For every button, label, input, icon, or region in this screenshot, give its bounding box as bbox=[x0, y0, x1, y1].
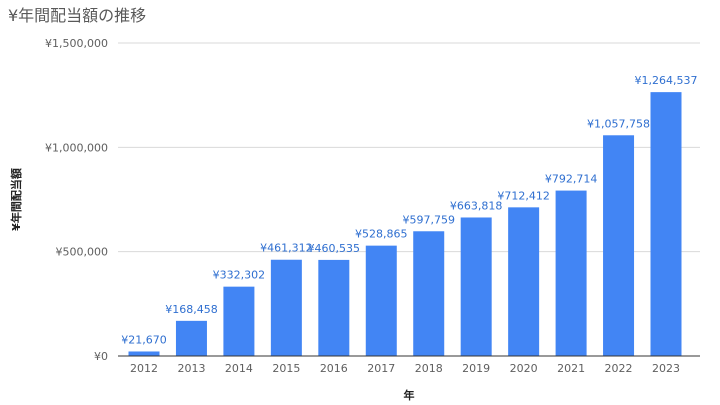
bar-data-label: ¥1,057,758 bbox=[587, 117, 650, 130]
x-tick-label: 2015 bbox=[272, 362, 300, 375]
gridlines bbox=[118, 42, 700, 253]
bar-data-label: ¥597,759 bbox=[402, 213, 455, 226]
x-tick-label: 2018 bbox=[415, 362, 443, 375]
bar-data-label: ¥528,865 bbox=[355, 228, 408, 241]
data-labels: ¥21,670¥168,458¥332,302¥461,312¥460,535¥… bbox=[121, 74, 697, 346]
y-tick-label: ¥500,000 bbox=[56, 246, 109, 259]
y-axis-ticks: ¥0 ¥500,000 ¥1,000,000 ¥1,500,000 bbox=[45, 37, 108, 363]
bar-data-label: ¥460,535 bbox=[308, 242, 361, 255]
x-tick-label: 2019 bbox=[462, 362, 490, 375]
bar bbox=[413, 231, 445, 356]
x-tick-label: 2014 bbox=[225, 362, 253, 375]
bar bbox=[650, 92, 682, 357]
x-tick-label: 2021 bbox=[557, 362, 585, 375]
bar-data-label: ¥663,818 bbox=[450, 199, 503, 212]
y-tick-label: ¥1,500,000 bbox=[45, 37, 108, 50]
bar bbox=[555, 190, 587, 356]
bar-data-label: ¥461,312 bbox=[260, 242, 313, 255]
bar-data-label: ¥712,412 bbox=[497, 189, 550, 202]
bar bbox=[508, 207, 540, 356]
bar-data-label: ¥168,458 bbox=[165, 303, 218, 316]
x-tick-label: 2016 bbox=[320, 362, 348, 375]
x-tick-label: 2022 bbox=[605, 362, 633, 375]
x-tick-label: 2013 bbox=[177, 362, 205, 375]
x-tick-label: 2023 bbox=[652, 362, 680, 375]
bar bbox=[128, 351, 160, 356]
y-tick-label: ¥0 bbox=[94, 350, 108, 363]
bar bbox=[603, 135, 635, 356]
x-axis-title: 年 bbox=[404, 388, 415, 402]
chart-title: ¥年間配当額の推移 bbox=[8, 6, 146, 25]
y-axis-title: ¥年間配当額 bbox=[9, 168, 23, 231]
bar-data-label: ¥332,302 bbox=[213, 269, 266, 282]
bar-data-label: ¥1,264,537 bbox=[635, 74, 698, 87]
bar bbox=[175, 320, 207, 356]
bar bbox=[223, 286, 255, 356]
bar bbox=[460, 217, 492, 356]
bar-data-label: ¥792,714 bbox=[545, 173, 598, 186]
x-axis-ticks: 2012 2013 2014 2015 2016 2017 2018 2019 2020 2021… bbox=[130, 362, 680, 375]
bar-data-label: ¥21,670 bbox=[121, 333, 167, 346]
bar bbox=[365, 245, 397, 356]
bar bbox=[318, 259, 350, 356]
x-tick-label: 2020 bbox=[510, 362, 538, 375]
y-tick-label: ¥1,000,000 bbox=[45, 141, 108, 154]
bars bbox=[128, 92, 682, 357]
bar bbox=[270, 259, 302, 356]
x-tick-label: 2012 bbox=[130, 362, 158, 375]
x-tick-label: 2017 bbox=[367, 362, 395, 375]
